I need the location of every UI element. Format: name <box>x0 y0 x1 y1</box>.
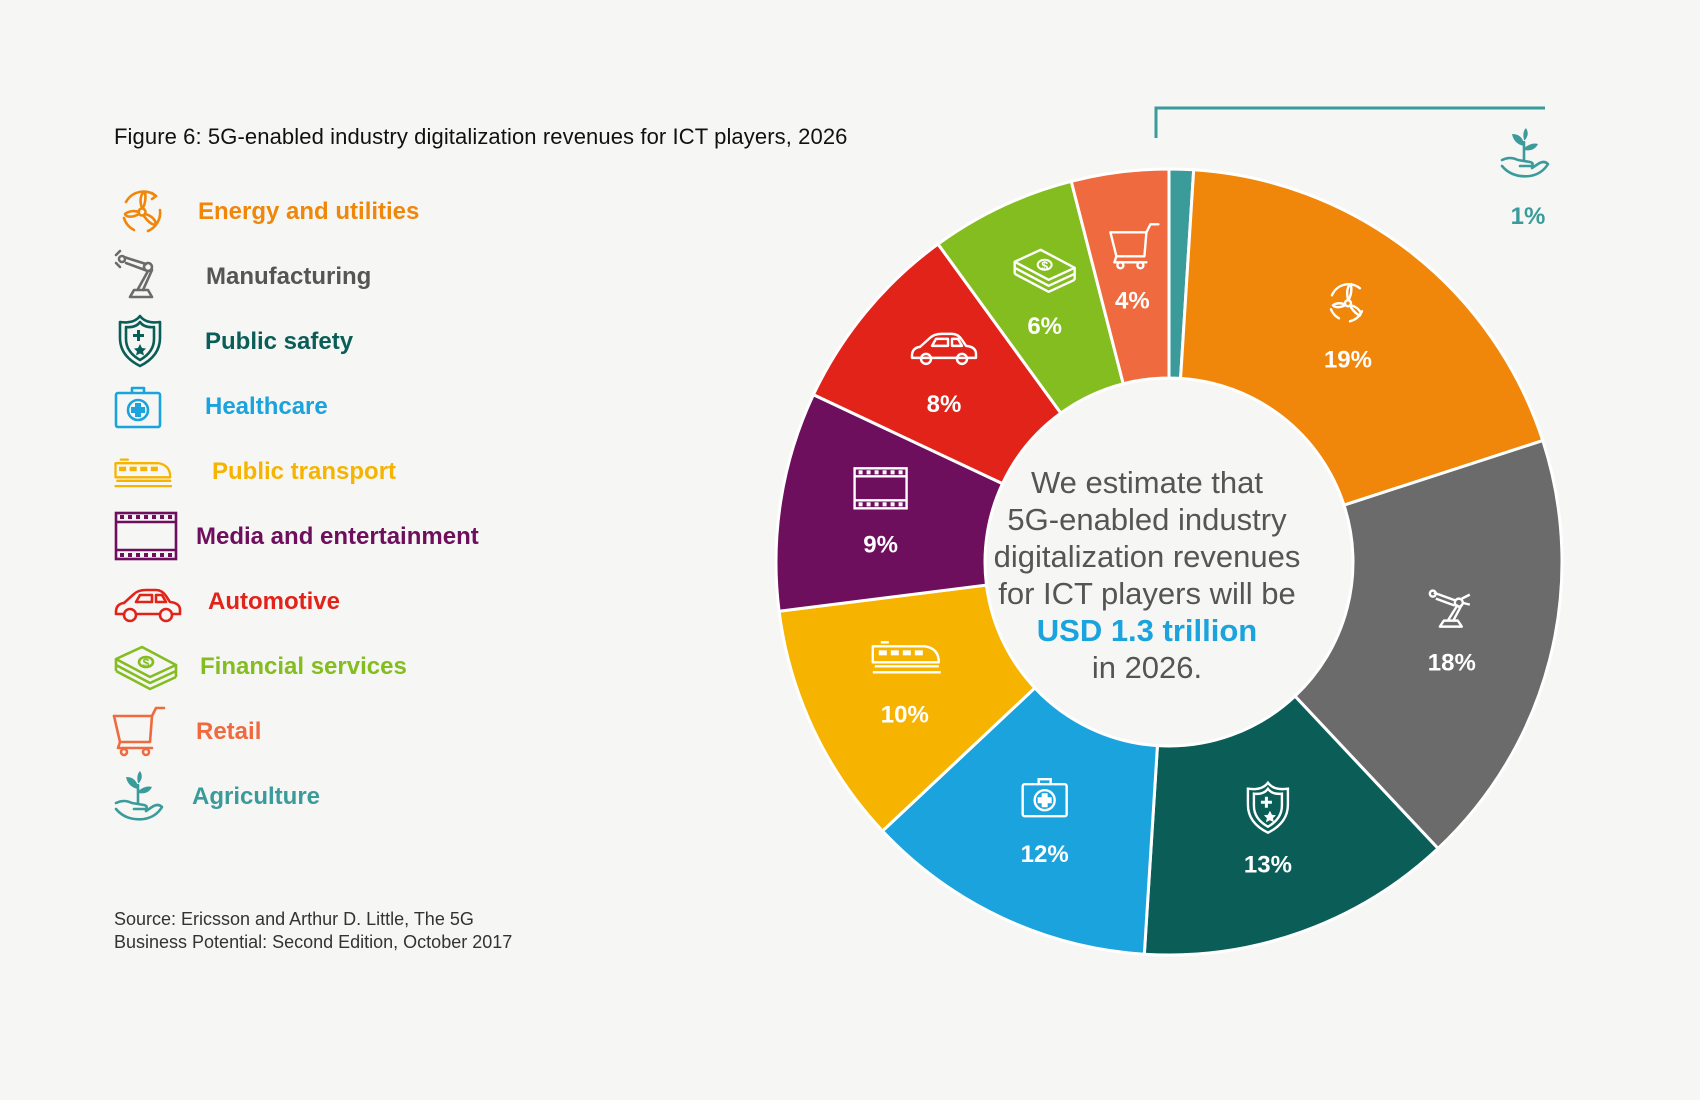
legend-label: Manufacturing <box>206 263 372 290</box>
legend-label: Public safety <box>205 328 354 355</box>
svg-text:$: $ <box>1041 259 1048 273</box>
plant-in-hand-icon <box>1500 128 1550 178</box>
legend-label: Agriculture <box>192 783 321 810</box>
legend-label: Retail <box>196 718 262 745</box>
train-icon <box>871 641 941 674</box>
wind-turbine-icon <box>112 184 172 240</box>
money-stack-icon: $ <box>112 639 180 695</box>
slice-label: 8% <box>927 391 962 418</box>
slice-label: 12% <box>1021 841 1069 868</box>
car-icon <box>910 332 978 366</box>
svg-text:$: $ <box>143 656 150 670</box>
legend-item-public-safety: Public safety <box>112 314 572 374</box>
legend-label: Energy and utilities <box>198 198 420 225</box>
slice-label: 19% <box>1324 346 1372 373</box>
legend-item-energy: Energy and utilities <box>112 184 572 244</box>
figure-title: Figure 6: 5G-enabled industry digitaliza… <box>114 124 848 149</box>
legend-item-public-transport: Public transport <box>112 444 572 504</box>
source-line: Business Potential: Second Edition, Octo… <box>114 932 513 952</box>
donut-slice-manufacturing <box>1292 438 1564 851</box>
film-strip-icon <box>112 509 180 565</box>
donut-chart: 1% $ 19% 18% 13% 12% 10% 9% 8% 6% 4% We estimate… <box>760 100 1700 980</box>
shield-icon <box>1246 780 1290 835</box>
slice-label: 10% <box>881 701 929 728</box>
slice-label: 6% <box>1027 313 1062 340</box>
center-line: 5G-enabled industry <box>1007 502 1287 537</box>
center-line: for ICT players will be <box>998 576 1296 611</box>
legend-label: Healthcare <box>205 393 328 420</box>
donut-slice-healthcare <box>880 685 1160 956</box>
donut-chart-svg: 1% $ 19% 18% 13% 12% 10% 9% 8% 6% 4% <box>774 106 1564 957</box>
legend-item-financial: $ Financial services <box>112 639 572 699</box>
center-line: in 2026. <box>1091 650 1203 685</box>
shield-icon <box>112 314 172 370</box>
legend-item-agriculture: Agriculture <box>112 769 572 829</box>
center-highlight: USD 1.3 trillion <box>1036 613 1258 648</box>
legend-label: Automotive <box>208 588 340 615</box>
shopping-cart-icon <box>1109 223 1160 270</box>
center-line: digitalization revenues <box>993 539 1301 574</box>
slice-label: 4% <box>1115 287 1150 314</box>
robot-arm-icon <box>1428 589 1471 628</box>
source-note: Source: Ericsson and Arthur D. Little, T… <box>114 908 594 954</box>
center-line: We estimate that <box>1030 465 1264 500</box>
legend-item-media: Media and entertainment <box>112 509 572 569</box>
source-line: Source: Ericsson and Arthur D. Little, T… <box>114 909 474 929</box>
legend-item-healthcare: Healthcare <box>112 379 572 439</box>
film-strip-icon <box>853 467 908 510</box>
legend-label: Public transport <box>212 458 397 485</box>
donut-slice-public-safety <box>1142 694 1441 957</box>
legend-item-automotive: Automotive <box>112 574 572 634</box>
legend-item-manufacturing: Manufacturing <box>112 249 572 309</box>
slice-label: 13% <box>1244 852 1292 879</box>
medical-kit-icon <box>112 379 172 435</box>
slice-label: 1% <box>1511 203 1546 230</box>
legend-label: Financial services <box>200 653 407 680</box>
robot-arm-icon <box>112 249 172 305</box>
slice-label: 9% <box>863 531 898 558</box>
center-text: We estimate that 5G-enabled industry dig… <box>982 464 1312 686</box>
wind-turbine-icon <box>1329 282 1364 323</box>
legend-item-retail: Retail <box>112 704 572 764</box>
legend-label: Media and entertainment <box>196 523 479 550</box>
donut-slice-energy-and-utilities <box>1178 168 1545 508</box>
callout-line <box>1154 106 1545 138</box>
donut-slice-retail <box>1069 167 1171 386</box>
car-icon <box>112 574 184 630</box>
medical-kit-icon <box>1021 778 1068 818</box>
plant-in-hand-icon <box>112 769 172 825</box>
money-stack-icon: $ <box>1013 248 1076 293</box>
train-icon <box>112 444 172 500</box>
slice-label: 18% <box>1428 650 1476 677</box>
shopping-cart-icon <box>112 704 172 760</box>
